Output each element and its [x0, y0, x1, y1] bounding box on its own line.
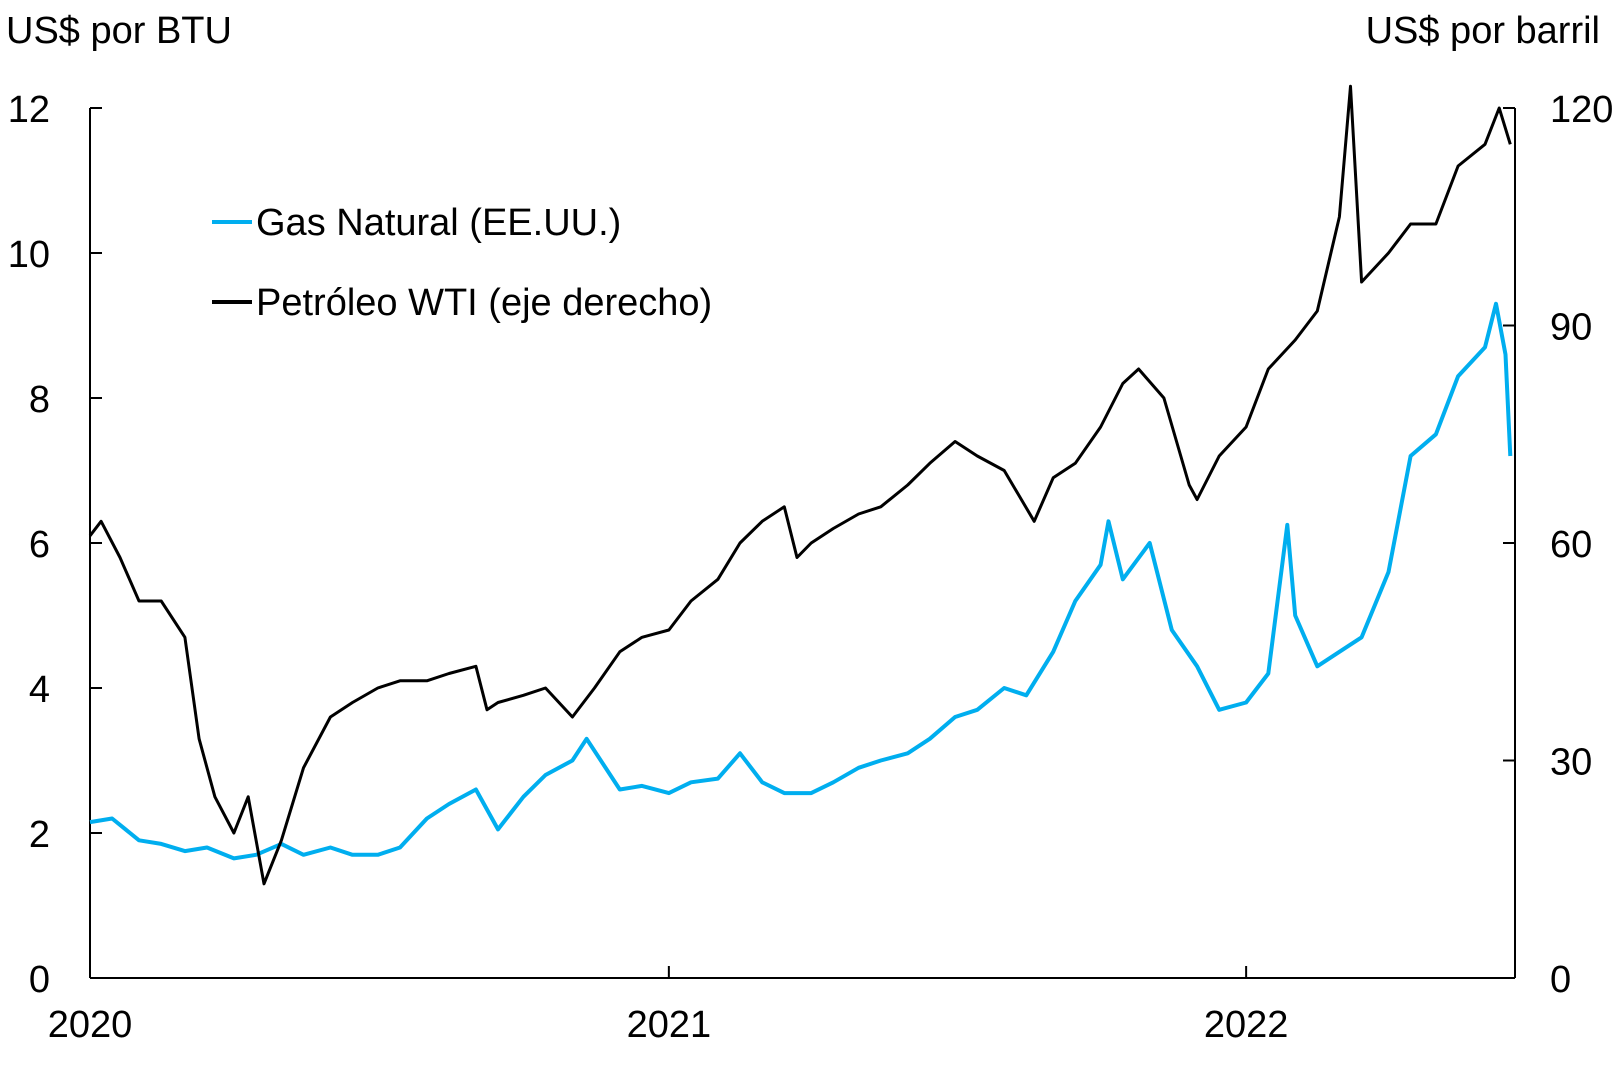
right-tick-label: 0 — [1550, 959, 1571, 1001]
left-axis-unit-label: US$ por BTU — [6, 10, 232, 52]
right-tick-label: 30 — [1550, 742, 1592, 784]
left-tick-label: 12 — [8, 89, 50, 131]
legend-label-wti: Petróleo WTI (eje derecho) — [256, 282, 712, 324]
left-tick-label: 4 — [29, 669, 50, 711]
series-lines — [88, 84, 1513, 886]
left-tick-label: 6 — [29, 524, 50, 566]
right-tick-label: 90 — [1550, 307, 1592, 349]
left-tick-label: 10 — [8, 234, 50, 276]
legend: Gas Natural (EE.UU.) Petróleo WTI (eje d… — [212, 202, 712, 324]
left-tick-label: 2 — [29, 814, 50, 856]
right-axis-unit-label: US$ por barril — [1365, 10, 1600, 52]
series-line-gas — [89, 301, 1513, 861]
series-line-wti — [88, 84, 1512, 886]
right-tick-label: 120 — [1550, 89, 1613, 131]
x-tick-label: 2021 — [627, 1004, 712, 1046]
x-tick-label: 2022 — [1204, 1004, 1289, 1046]
x-tick-label: 2020 — [48, 1004, 133, 1046]
legend-label-gas: Gas Natural (EE.UU.) — [256, 202, 621, 244]
left-tick-label: 0 — [29, 959, 50, 1001]
right-tick-label: 60 — [1550, 524, 1592, 566]
left-tick-label: 8 — [29, 379, 50, 421]
